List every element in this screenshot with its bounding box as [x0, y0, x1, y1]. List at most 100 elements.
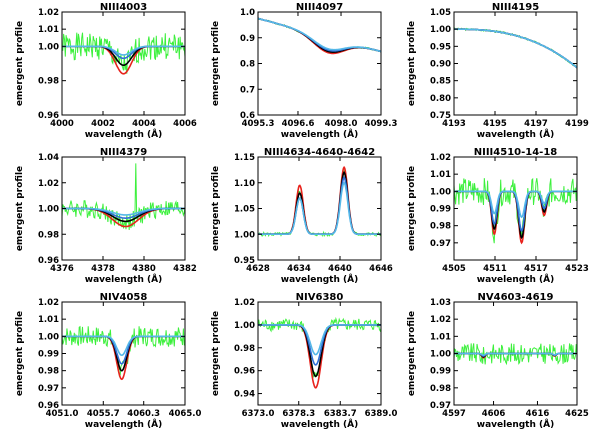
model-cyan-line	[258, 181, 381, 235]
y-tick-label: 1.00	[38, 332, 59, 342]
panel-title: NIV4058	[100, 292, 148, 303]
x-tick-label: 4382	[173, 264, 197, 274]
y-tick-label: 0.98	[234, 344, 255, 354]
x-tick-label: 4051.0	[46, 409, 79, 419]
plot-area	[62, 32, 185, 75]
y-tick-label: 1.00	[430, 25, 451, 35]
y-tick-label: 1.15	[234, 153, 255, 163]
x-tick-label: 4002	[91, 119, 115, 129]
y-tick-label: 0.8	[240, 60, 255, 70]
y-tick-label: 0.95	[430, 42, 451, 52]
x-axis-label: wavelength (Å)	[85, 274, 162, 285]
y-tick-label: 0.99	[430, 205, 451, 215]
x-tick-label: 4625	[565, 409, 589, 419]
spectrum-panel: 4193 4195 4197 4199 0.75 0.80 0.85 0.90 0.95 1.00…	[407, 2, 589, 140]
y-tick-label: 1.05	[430, 8, 451, 18]
y-tick-label: 1.02	[38, 8, 59, 18]
x-tick-label: 4099.3	[365, 119, 398, 129]
plot-area	[454, 27, 577, 69]
plot-frame	[257, 11, 382, 116]
x-tick-label: 6373.0	[242, 409, 275, 419]
y-axis-label: emergent profile	[211, 21, 221, 106]
y-tick-label: 1.04	[38, 153, 59, 163]
plot-frame	[453, 11, 578, 116]
spectrum-panel: 4095.3 4096.6 4098.0 4099.3 0.6 0.7 0.8 0.9 1.0 N…	[211, 2, 397, 140]
y-axis-label: emergent profile	[407, 166, 417, 251]
y-tick-label: 0.6	[240, 111, 255, 121]
model-cyan-line	[454, 352, 577, 357]
y-tick-label: 0.95	[234, 256, 255, 266]
model-cyan-line	[454, 190, 577, 219]
x-tick-label: 4640	[328, 264, 352, 274]
observed-spectrum-line	[454, 177, 577, 244]
y-tick-label: 1.00	[38, 205, 59, 215]
y-axis-label: emergent profile	[407, 21, 417, 106]
y-tick-label: 0.98	[38, 77, 59, 87]
x-tick-label: 4511	[483, 264, 507, 274]
observed-spectrum-line	[62, 163, 185, 231]
spectrum-panel: 6373.0 6378.3 6383.7 6389.0 0.94 0.96 0.98 1.00…	[211, 292, 397, 430]
y-tick-label: 1.01	[430, 332, 451, 342]
panel-title: NV4603-4619	[478, 292, 554, 303]
y-tick-label: 0.96	[38, 111, 59, 121]
spectrum-panel: 4505 4511 4517 4523 0.97 0.98 0.99 1.00 1.01 1.02…	[407, 147, 589, 285]
x-axis-label: wavelength (Å)	[85, 419, 162, 430]
y-tick-label: 1.00	[38, 42, 59, 52]
x-tick-label: 4616	[526, 409, 550, 419]
x-tick-label: 4380	[132, 264, 156, 274]
y-axis-label: emergent profile	[15, 21, 25, 106]
panel-title: NIV6380	[296, 292, 344, 303]
spectrum-panel: 4628 4634 4640 4646 0.95 1.00 1.05 1.10 1.15 NIII…	[211, 147, 393, 285]
y-tick-label: 1.05	[234, 205, 255, 215]
y-tick-label: 1.01	[38, 25, 59, 35]
plot-area	[258, 316, 381, 389]
x-tick-label: 4505	[442, 264, 466, 274]
y-tick-label: 0.9	[240, 34, 255, 44]
y-tick-label: 1.00	[430, 350, 451, 360]
y-tick-label: 1.00	[430, 187, 451, 197]
y-tick-label: 0.99	[38, 350, 59, 360]
plot-frame	[257, 301, 382, 406]
y-tick-label: 0.98	[430, 384, 451, 394]
model-cyan-line	[454, 28, 577, 69]
x-tick-label: 4065.0	[169, 409, 202, 419]
model-cyan-line	[258, 324, 381, 356]
model-cyan-line	[62, 335, 185, 357]
x-tick-label: 4199	[565, 119, 589, 129]
model-cyan-line	[62, 207, 185, 216]
observed-spectrum-line	[454, 27, 577, 69]
y-tick-label: 1.02	[234, 298, 255, 308]
y-axis-label: emergent profile	[211, 166, 221, 251]
spectrum-panel: 4051.0 4055.7 4060.3 4065.0 0.96 0.97 0.98 0.99…	[15, 292, 201, 430]
model-blue-line	[258, 176, 381, 235]
x-tick-label: 4004	[132, 119, 156, 129]
x-tick-label: 4193	[442, 119, 466, 129]
plot-frame	[61, 11, 186, 116]
panel-title: NIII4097	[296, 2, 343, 13]
observed-spectrum-line	[454, 343, 577, 366]
spectrum-panel: 4376 4378 4380 4382 0.96 0.98 1.00 1.02 1.04 NIII…	[15, 147, 197, 285]
y-tick-label: 0.99	[430, 367, 451, 377]
model-red-line	[258, 165, 381, 235]
x-tick-label: 4096.6	[282, 119, 315, 129]
y-tick-label: 1.01	[430, 170, 451, 180]
y-tick-label: 0.98	[38, 367, 59, 377]
model-cyan-line	[258, 17, 381, 53]
plot-area	[454, 343, 577, 366]
x-tick-label: 4098.0	[325, 119, 358, 129]
plot-area	[258, 17, 381, 55]
x-tick-label: 4060.3	[127, 409, 160, 419]
spectrum-panel: 4000 4002 4004 4006 0.96 0.98 1.00 1.01 1.02 NIII…	[15, 2, 197, 140]
model-blue-line	[258, 324, 381, 366]
x-axis-label: wavelength (Å)	[477, 129, 554, 140]
y-tick-label: 0.96	[38, 401, 59, 411]
x-tick-label: 4055.7	[87, 409, 120, 419]
x-tick-label: 4597	[442, 409, 466, 419]
x-tick-label: 6389.0	[365, 409, 398, 419]
x-tick-label: 4378	[91, 264, 115, 274]
y-axis-label: emergent profile	[211, 311, 221, 396]
y-tick-label: 1.03	[430, 298, 451, 308]
x-tick-label: 4517	[524, 264, 548, 274]
y-tick-label: 1.0	[240, 8, 255, 18]
y-tick-label: 1.00	[234, 321, 255, 331]
